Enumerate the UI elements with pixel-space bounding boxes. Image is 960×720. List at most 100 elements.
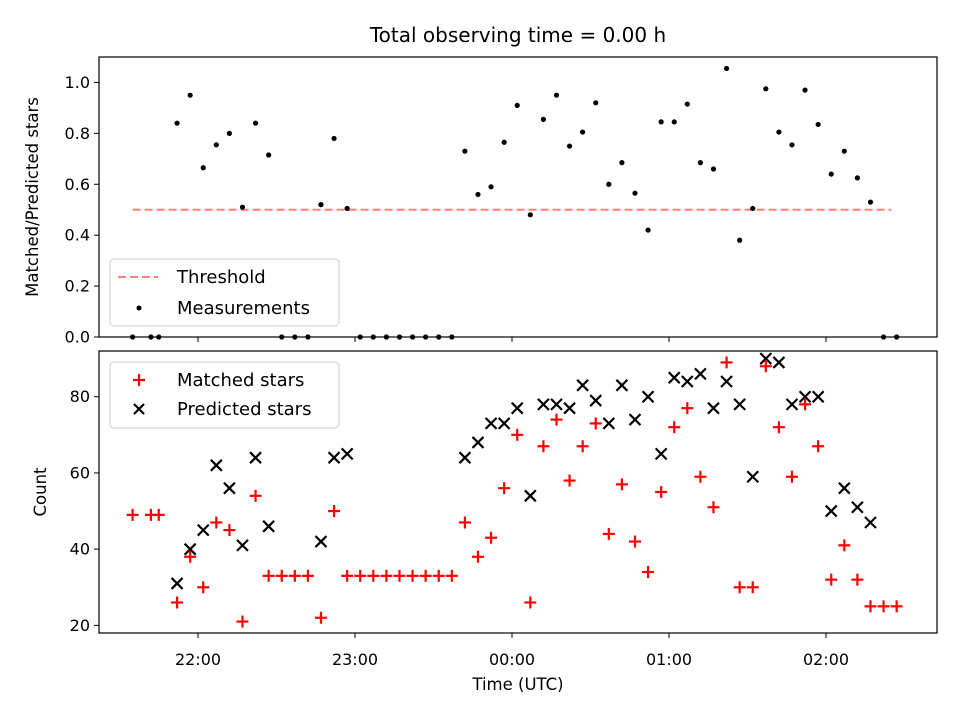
matched-star-point: [152, 508, 165, 521]
predicted-star-point: [510, 401, 524, 415]
predicted-star-point: [249, 451, 262, 464]
legend-label-measurements: Measurements: [177, 298, 310, 319]
bottom-legend: Matched stars Predicted stars: [109, 361, 340, 429]
measurement-point: [671, 119, 677, 125]
measurement-point: [252, 120, 259, 126]
measurement-point: [174, 120, 180, 126]
measurement-point: [593, 100, 599, 106]
predicted-star-point: [694, 367, 707, 381]
matched-star-point: [314, 611, 327, 624]
x-tick-label: 23:00: [332, 650, 378, 669]
predicted-star-point: [262, 520, 275, 533]
predicted-star-point: [458, 451, 472, 464]
predicted-star-point: [759, 352, 773, 365]
measurements-legend-swatch: [136, 305, 142, 311]
matched-star-point: [328, 505, 341, 518]
predicted-star-point: [524, 489, 537, 503]
predicted-star-point: [772, 356, 786, 369]
top-y-tick-label: 0.4: [65, 226, 90, 245]
predicted-star-point: [236, 539, 249, 552]
matched-star-point: [720, 356, 733, 369]
matched-star-point: [249, 489, 262, 502]
matched-star-point: [655, 486, 668, 498]
bottom-axis-ticks: 20 40 60 80 22:00 23:00 00:00 01:00 02:00: [70, 387, 849, 669]
measurement-point: [658, 119, 664, 125]
predicted-star-point: [785, 398, 799, 411]
measurement-point: [475, 191, 481, 198]
matched-star-point: [642, 566, 655, 579]
measurement-point: [619, 160, 625, 166]
predicted-star-point: [851, 500, 864, 514]
measurement-point: [553, 92, 560, 98]
matched-star-point: [184, 550, 197, 563]
predicted-star-point: [838, 481, 851, 495]
predicted-legend-swatch: [133, 403, 145, 415]
predicted-star-point: [798, 390, 812, 404]
top-y-tick-label: 0.2: [65, 277, 90, 296]
matched-star-point: [354, 569, 367, 582]
matched-star-point: [367, 569, 380, 582]
measurement-point: [684, 101, 690, 107]
x-tick-label: 00:00: [489, 650, 535, 669]
measurement-point: [697, 160, 704, 166]
matched-star-point: [380, 569, 393, 582]
predicted-star-point: [484, 417, 498, 430]
measurement-point: [645, 227, 651, 233]
predicted-star-point: [537, 398, 550, 411]
top-y-tick-label: 1.0: [65, 73, 90, 92]
measurement-point: [750, 205, 756, 212]
predicted-star-point: [589, 394, 603, 407]
predicted-star-point: [733, 398, 746, 411]
top-y-tick-label: 0.8: [65, 124, 90, 143]
measurement-point: [802, 87, 808, 93]
x-tick-label: 02:00: [803, 650, 849, 669]
measurement-point: [566, 143, 573, 149]
chart-title: Total observing time = 0.00 h: [369, 23, 666, 47]
x-axis-label: Time (UTC): [471, 675, 563, 694]
matched-star-point: [471, 550, 484, 563]
matched-star-point: [511, 428, 524, 441]
measurement-point: [828, 171, 834, 177]
matched-star-point: [746, 581, 759, 594]
legend-label-threshold: Threshold: [176, 267, 266, 288]
predicted-star-point: [183, 542, 197, 556]
matched-star-point: [602, 527, 615, 540]
matched-star-point: [458, 516, 471, 529]
predicted-star-point: [681, 375, 694, 388]
measurement-point: [226, 130, 232, 136]
measurement-point: [606, 181, 612, 187]
matched-star-point: [733, 581, 746, 594]
matched-star-point: [485, 531, 498, 544]
measurement-point: [239, 204, 246, 210]
matched-star-point: [301, 569, 314, 582]
matched-star-point: [432, 569, 445, 582]
matched-star-point: [785, 470, 798, 483]
legend-label-predicted-stars: Predicted stars: [177, 399, 311, 420]
matched-star-point: [419, 569, 432, 582]
measurement-point: [540, 116, 547, 122]
top-axes-frame: [98, 56, 938, 338]
predicted-star-point: [576, 379, 589, 392]
matched-star-point: [537, 440, 550, 453]
measurement-point: [488, 184, 494, 190]
measurement-point: [737, 237, 743, 243]
top-y-tick-label: 0.6: [65, 175, 90, 194]
predicted-star-point: [602, 417, 616, 430]
top-legend: Threshold Measurements: [109, 258, 340, 327]
measurement-point: [331, 135, 337, 142]
matched-star-point: [615, 478, 628, 491]
matched-star-point: [406, 569, 419, 582]
predicted-star-point: [210, 459, 223, 472]
matched-star-point: [236, 615, 249, 628]
measurement-point: [776, 129, 782, 135]
predicted-star-point: [497, 417, 511, 430]
measurement-point: [213, 142, 219, 148]
measurement-point: [710, 166, 717, 172]
matched-star-point: [759, 360, 772, 373]
matched-star-point: [628, 535, 641, 548]
top-y-axis-label: Matched/Predicted stars: [23, 97, 42, 297]
matched-star-point: [681, 402, 694, 415]
matched-star-point: [223, 524, 236, 537]
